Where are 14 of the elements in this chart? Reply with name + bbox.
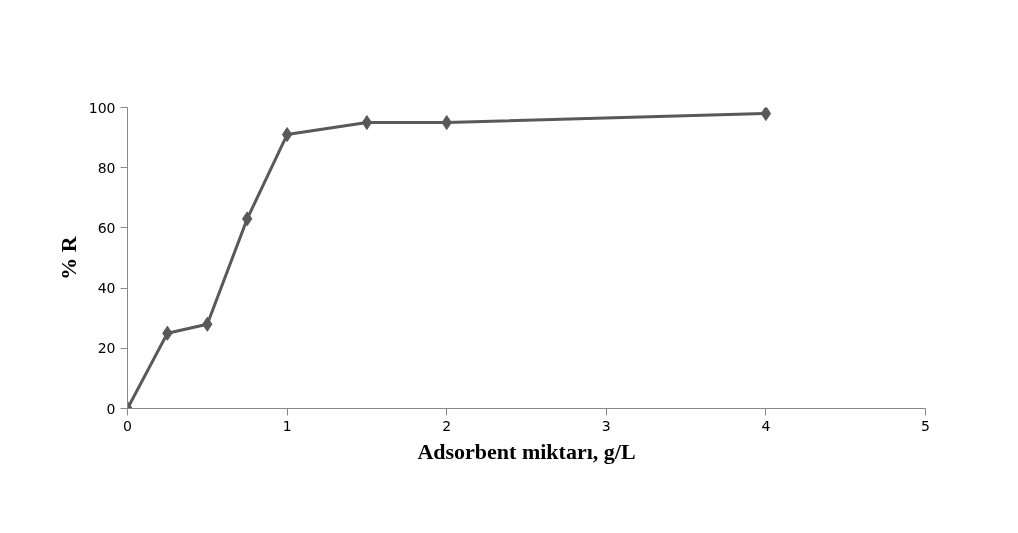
x-tick-label: 0 [123, 417, 132, 434]
x-tick-label: 2 [442, 417, 452, 434]
y-tick-label: 100 [88, 99, 116, 116]
y-axis-title: % R [55, 235, 81, 280]
y-tick-label: 60 [97, 219, 116, 236]
x-axis-title: Adsorbent miktarı, g/L [417, 438, 636, 464]
x-tick-label: 4 [761, 417, 771, 434]
y-tick-label: 40 [97, 280, 116, 297]
x-tick-label: 3 [601, 417, 611, 434]
y-tick-label: 0 [106, 400, 116, 417]
x-tick-label: 5 [921, 417, 930, 434]
y-tick-label: 80 [97, 159, 116, 176]
y-tick-label: 20 [97, 340, 116, 357]
x-tick-label: 1 [282, 417, 292, 434]
